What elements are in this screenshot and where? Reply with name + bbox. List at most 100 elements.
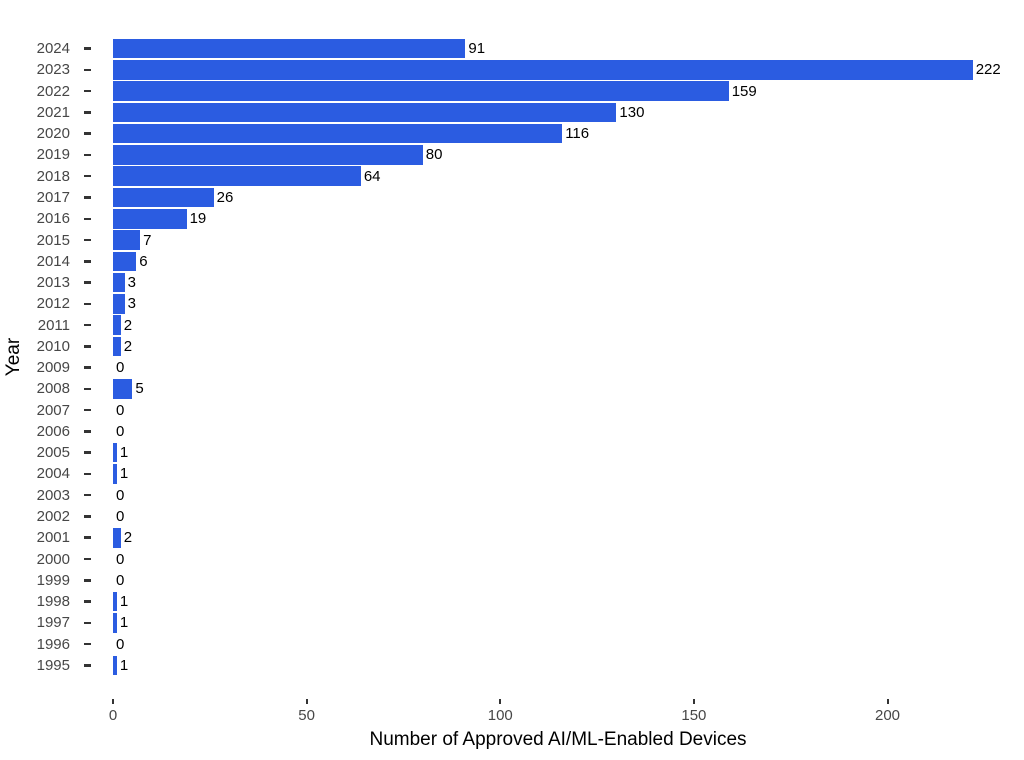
year-label: 2004	[36, 465, 70, 483]
bar-row: 2000 0	[0, 548, 1024, 569]
bar	[113, 208, 187, 229]
year-label: 2006	[36, 422, 70, 440]
bar-area: 0	[113, 506, 1024, 527]
bar-area: 3	[113, 293, 1024, 314]
year-label: 2023	[36, 61, 70, 79]
bar-row: 2020 116	[0, 123, 1024, 144]
bar-row: 1998 1	[0, 591, 1024, 612]
bar-area: 222	[113, 59, 1024, 80]
x-tick-label: 50	[298, 707, 315, 724]
x-tick-mark	[305, 699, 308, 704]
bar	[113, 591, 117, 612]
x-tick-mark	[692, 699, 695, 704]
bar-area: 1	[113, 442, 1024, 463]
value-label: 0	[116, 359, 125, 377]
y-tick-mark	[84, 408, 91, 412]
bar	[113, 315, 121, 335]
value-label: 1	[119, 614, 129, 632]
bar-area: 26	[113, 187, 1024, 208]
y-tick-mark	[84, 472, 91, 476]
x-tick-mark	[499, 699, 502, 704]
bar-area: 1	[113, 591, 1024, 612]
y-tick-mark	[84, 387, 91, 391]
year-label: 2007	[36, 401, 70, 419]
bar-area: 19	[113, 208, 1024, 229]
value-label: 5	[135, 380, 144, 398]
bar-row: 2006 0	[0, 421, 1024, 442]
x-axis-title: Number of Approved AI/ML-Enabled Devices	[369, 729, 747, 750]
bar	[113, 442, 117, 463]
year-label: 2016	[36, 210, 70, 228]
bar	[113, 81, 729, 101]
year-label: 2021	[36, 103, 70, 121]
y-tick-mark	[84, 642, 91, 646]
bar	[113, 272, 125, 293]
bar	[113, 60, 973, 80]
bar-area: 2	[113, 314, 1024, 335]
bar	[113, 464, 117, 484]
year-label: 2019	[36, 146, 70, 164]
bar-row: 2009 0	[0, 357, 1024, 378]
year-label: 2010	[36, 337, 70, 355]
value-label: 3	[127, 295, 136, 313]
bar-row: 1999 0	[0, 570, 1024, 591]
y-tick-mark	[84, 68, 91, 72]
year-label: 2024	[36, 40, 70, 58]
bar	[113, 251, 137, 272]
year-label: 1999	[36, 571, 70, 589]
value-label: 3	[127, 274, 136, 292]
value-label: 130	[619, 103, 645, 121]
bar-row: 2005 1	[0, 442, 1024, 463]
bar-row: 2019 80	[0, 144, 1024, 165]
bar-row: 2018 64	[0, 166, 1024, 187]
y-tick-mark	[84, 132, 91, 135]
y-tick-mark	[84, 536, 91, 539]
bar-row: 2013 3	[0, 272, 1024, 293]
value-label: 2	[123, 529, 133, 547]
bar	[113, 166, 361, 186]
year-label: 2001	[36, 529, 70, 547]
year-label: 2017	[36, 188, 70, 206]
y-tick-mark	[84, 366, 91, 369]
value-label: 1	[119, 465, 129, 483]
value-label: 116	[565, 125, 590, 143]
value-label: 0	[116, 635, 125, 653]
bar-row: 2016 19	[0, 208, 1024, 229]
y-tick-mark	[84, 557, 91, 561]
bar-area: 0	[113, 485, 1024, 506]
year-label: 2003	[36, 486, 70, 504]
value-label: 159	[731, 82, 757, 100]
bar	[113, 102, 617, 123]
bar-row: 2012 3	[0, 293, 1024, 314]
value-label: 0	[116, 507, 125, 525]
year-label: 2009	[36, 359, 70, 377]
y-tick-mark	[84, 47, 91, 50]
bar	[113, 527, 121, 548]
bar-row: 2010 2	[0, 336, 1024, 357]
bar-row: 2002 0	[0, 506, 1024, 527]
bar-row: 1997 1	[0, 612, 1024, 633]
y-tick-mark	[84, 174, 91, 178]
bar-row: 2023 222	[0, 59, 1024, 80]
y-tick-mark	[84, 600, 91, 603]
y-tick-mark	[84, 153, 91, 157]
y-tick-mark	[84, 217, 91, 220]
value-label: 6	[139, 252, 148, 270]
bar-area: 0	[113, 570, 1024, 591]
bar-area: 1	[113, 655, 1024, 676]
bar-area: 1	[113, 463, 1024, 484]
y-tick-mark	[84, 302, 91, 306]
year-label: 2018	[36, 167, 70, 185]
x-axis: 0 50 100 150 200	[109, 676, 1003, 728]
year-label: 2005	[36, 444, 70, 462]
x-tick-mark	[886, 699, 889, 704]
bar-area: 159	[113, 81, 1024, 102]
year-label: 2012	[36, 295, 70, 313]
bar	[113, 294, 125, 314]
year-label: 1995	[36, 656, 70, 674]
value-label: 2	[123, 337, 133, 355]
bar-area: 0	[113, 400, 1024, 421]
bar-row: 2017 26	[0, 187, 1024, 208]
value-label: 2	[123, 316, 133, 334]
